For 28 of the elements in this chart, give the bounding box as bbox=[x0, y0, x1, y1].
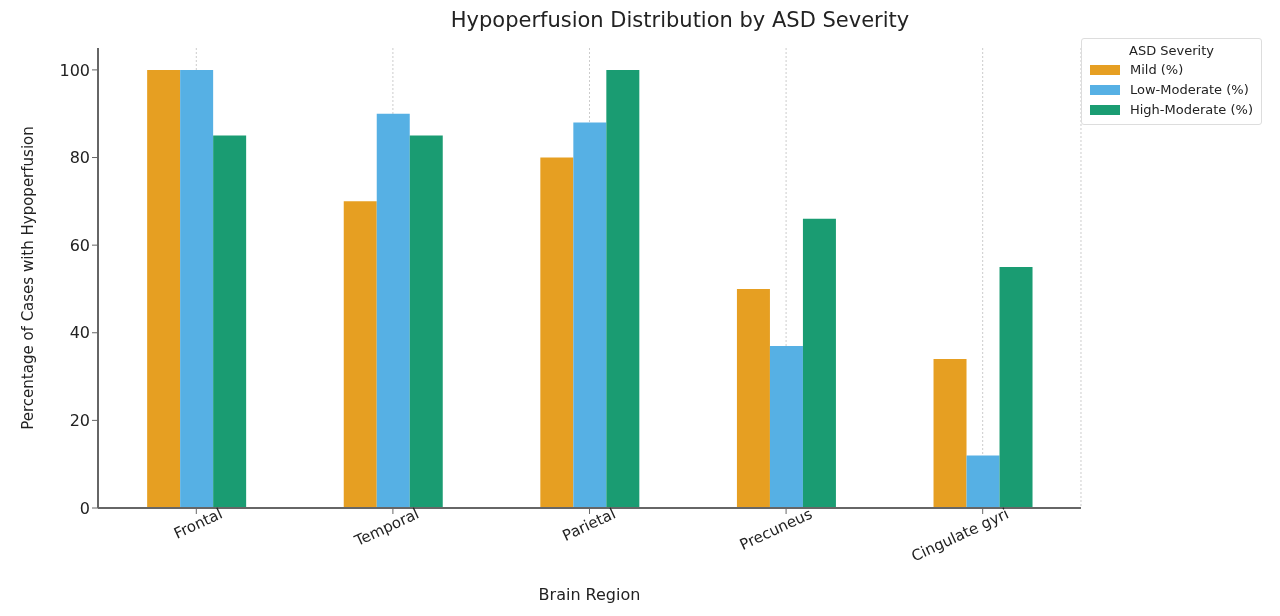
bar bbox=[213, 135, 247, 508]
y-tick-label: 20 bbox=[69, 411, 90, 431]
legend-label: Low-Moderate (%) bbox=[1129, 81, 1249, 99]
bar bbox=[606, 69, 640, 508]
y-axis-title: Percentage of Cases with Hypoperfusion bbox=[19, 126, 38, 430]
bar bbox=[999, 267, 1033, 508]
bar bbox=[540, 157, 574, 508]
bar bbox=[573, 122, 607, 508]
bar bbox=[180, 69, 214, 508]
y-tick-label: 0 bbox=[79, 498, 90, 518]
y-tick-label: 100 bbox=[59, 60, 90, 80]
bar bbox=[933, 359, 967, 508]
y-tick-label: 40 bbox=[69, 323, 90, 343]
bar bbox=[376, 113, 410, 508]
bar bbox=[769, 345, 803, 508]
bar bbox=[966, 455, 1000, 508]
bar bbox=[736, 288, 770, 508]
bar bbox=[147, 69, 181, 508]
y-tick-label: 80 bbox=[69, 148, 90, 168]
legend-title: ASD Severity bbox=[1128, 43, 1215, 58]
chart-title: Hypoperfusion Distribution by ASD Severity bbox=[449, 8, 911, 34]
x-axis-title: Brain Region bbox=[538, 585, 641, 604]
bar bbox=[343, 201, 377, 508]
bar bbox=[409, 135, 443, 508]
bar bbox=[802, 218, 836, 508]
legend-label: High-Moderate (%) bbox=[1129, 101, 1253, 119]
y-tick-label: 60 bbox=[69, 235, 90, 255]
legend-label: Mild (%) bbox=[1129, 61, 1184, 79]
